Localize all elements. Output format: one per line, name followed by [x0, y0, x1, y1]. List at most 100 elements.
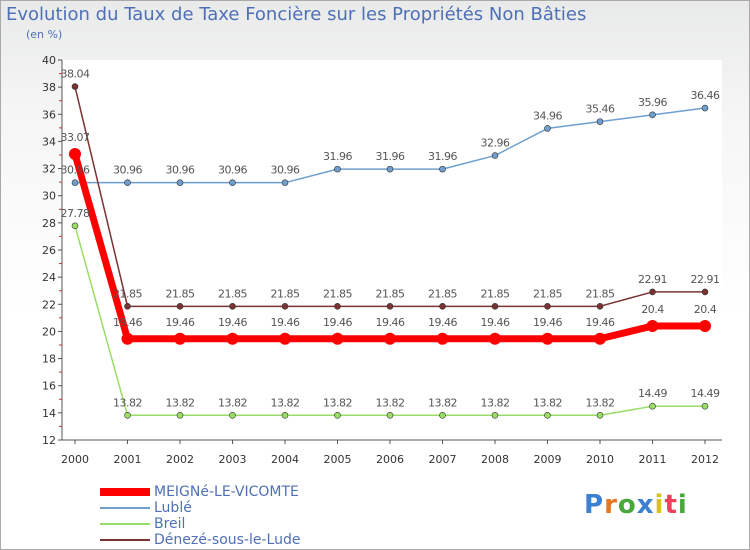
x-tick-label: 2010: [586, 453, 614, 466]
y-tick-label: 14: [42, 407, 56, 420]
data-label: 19.46: [113, 316, 142, 329]
data-label: 13.82: [166, 396, 195, 409]
y-tick-label: 16: [42, 380, 56, 393]
data-point: [281, 303, 289, 310]
x-tick-label: 2009: [534, 453, 562, 466]
data-point: [71, 222, 79, 230]
logo-letter: r: [604, 490, 618, 520]
data-label: 36.46: [691, 89, 720, 102]
data-point: [596, 411, 604, 419]
y-tick-label: 26: [42, 244, 56, 257]
data-point: [699, 320, 711, 332]
data-point: [701, 288, 709, 296]
data-label: 19.46: [481, 316, 510, 329]
y-tick-label: 22: [42, 298, 56, 311]
legend-swatch: [100, 539, 150, 541]
logo-letter: o: [617, 490, 637, 520]
data-point: [439, 303, 446, 310]
data-point: [491, 152, 499, 159]
data-label: 13.82: [376, 396, 405, 409]
data-point: [229, 303, 236, 310]
data-label: 30.96: [271, 164, 300, 177]
data-point: [544, 125, 551, 132]
logo-letter: x: [636, 490, 655, 520]
data-point: [701, 402, 709, 410]
proxiti-logo: Proxiti: [584, 490, 688, 520]
data-point: [334, 303, 341, 310]
x-tick-label: 2005: [324, 453, 352, 466]
data-point: [386, 303, 394, 310]
x-tick-label: 2003: [219, 453, 247, 466]
data-point: [386, 411, 394, 419]
data-label: 34.96: [533, 109, 562, 122]
data-point: [124, 179, 131, 186]
data-label: 21.85: [481, 287, 510, 300]
data-point: [334, 411, 341, 419]
data-label: 13.82: [323, 396, 352, 409]
x-tick-label: 2007: [429, 453, 457, 466]
y-tick-label: 12: [42, 434, 56, 447]
data-point: [331, 332, 344, 345]
x-tick-label: 2011: [639, 453, 667, 466]
data-point: [436, 332, 449, 345]
y-axis-unit-label: (en %): [26, 28, 63, 41]
data-point: [544, 411, 551, 419]
data-point: [279, 332, 291, 345]
data-label: 30.96: [166, 164, 195, 177]
logo-letter: i: [677, 490, 688, 520]
data-label: 19.46: [323, 316, 352, 329]
data-point: [226, 332, 239, 345]
data-label: 19.46: [271, 316, 300, 329]
data-label: 22.91: [638, 273, 667, 286]
x-tick-label: 2001: [114, 453, 142, 466]
x-tick-label: 2002: [166, 453, 194, 466]
data-label: 21.85: [218, 287, 247, 300]
x-tick-label: 2000: [61, 453, 89, 466]
legend-swatch: [100, 488, 150, 496]
data-point: [176, 303, 184, 310]
data-label: 14.49: [638, 387, 667, 400]
data-point: [71, 179, 79, 186]
data-point: [176, 411, 184, 419]
y-tick-label: 38: [42, 81, 56, 94]
data-label: 20.4: [694, 303, 717, 316]
x-tick-label: 2008: [481, 453, 509, 466]
data-point: [174, 332, 186, 345]
data-label: 19.46: [218, 316, 247, 329]
data-label: 31.96: [428, 150, 457, 163]
data-label: 13.82: [481, 396, 510, 409]
data-point: [646, 320, 659, 332]
y-tick-label: 20: [42, 325, 56, 338]
data-point: [281, 179, 289, 186]
data-point: [596, 118, 604, 125]
data-point: [124, 411, 131, 419]
data-label: 13.82: [113, 396, 142, 409]
data-point: [701, 104, 709, 112]
data-label: 35.96: [638, 96, 667, 109]
data-label: 13.82: [586, 396, 615, 409]
plot-area: [62, 60, 722, 440]
data-point: [544, 303, 551, 310]
data-label: 14.49: [691, 387, 720, 400]
data-point: [229, 411, 236, 419]
y-tick-label: 32: [42, 163, 56, 176]
data-point: [439, 165, 446, 173]
data-label: 21.85: [271, 287, 300, 300]
data-label: 19.46: [533, 316, 562, 329]
data-point: [491, 411, 499, 419]
data-label: 30.96: [218, 164, 247, 177]
y-tick-label: 34: [42, 135, 56, 148]
data-point: [489, 332, 501, 345]
y-tick-label: 40: [42, 54, 56, 67]
y-tick-label: 28: [42, 217, 56, 230]
data-point: [649, 111, 656, 119]
x-tick-label: 2006: [376, 453, 404, 466]
data-point: [596, 303, 604, 310]
data-point: [71, 83, 79, 90]
logo-letter: i: [654, 490, 665, 520]
data-label: 38.04: [61, 68, 90, 81]
data-point: [649, 288, 656, 296]
data-label: 21.85: [323, 287, 352, 300]
data-point: [229, 179, 236, 186]
data-label: 13.82: [218, 396, 247, 409]
